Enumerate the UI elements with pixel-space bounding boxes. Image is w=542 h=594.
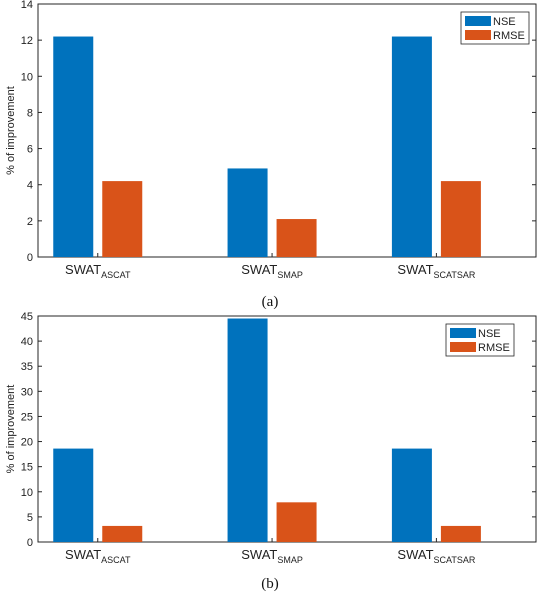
legend-label-rmse: RMSE [478,342,510,354]
legend-label-nse: NSE [493,16,516,28]
y-axis-label: % of improvement [5,86,17,175]
y-tick-label: 6 [27,144,33,156]
y-tick-label: 2 [27,216,33,228]
bar-nse-smap [227,168,268,257]
bar-nse-ascat [53,448,94,542]
bar-nse-scatsar [391,448,432,542]
bar-nse-scatsar [391,36,432,258]
legend-swatch-nse [465,16,491,26]
y-tick-label: 30 [21,386,33,398]
legend: NSE RMSE [460,11,530,45]
y-tick-label: 10 [21,487,33,499]
y-tick-label: 10 [21,71,33,83]
y-tick-label: 8 [27,107,33,119]
x-tick-label: SWATSCATSAR [397,547,475,565]
x-tick-label: SWATASCAT [65,262,131,280]
bar-rmse-ascat [102,525,143,542]
legend: NSE RMSE [445,323,515,357]
y-tick-label: 0 [27,252,33,264]
y-tick-label: 45 [21,311,33,323]
chart-b: 0 5 10 15 20 25 30 35 40 45 % of improvement SWATAS… [5,311,537,592]
y-tick-label: 12 [21,35,33,47]
bar-rmse-scatsar [440,525,481,542]
bar-rmse-scatsar [440,181,481,257]
legend-swatch-rmse [450,342,476,352]
bar-nse-ascat [53,36,94,258]
y-axis-label: % of improvement [5,385,17,474]
x-tick-label: SWATASCAT [65,547,131,565]
x-tick-label: SWATSMAP [241,262,303,280]
figure-caption: (b) [261,576,279,592]
y-tick-label: 4 [27,180,33,192]
x-tick-label: SWATSCATSAR [397,262,475,280]
y-tick-label: 20 [21,437,33,449]
bar-nse-smap [227,318,268,542]
x-tick-label: SWATSMAP [241,547,303,565]
chart-a: 0 2 4 6 8 10 12 14 % of improvement SWATASCAT SWAT… [5,0,537,310]
y-tick-label: 14 [21,0,33,11]
figure-caption: (a) [262,294,279,310]
y-tick-label: 15 [21,462,33,474]
legend-swatch-rmse [465,30,491,40]
legend-label-rmse: RMSE [493,30,525,42]
bar-rmse-smap [276,502,317,542]
bar-rmse-ascat [102,181,143,257]
y-tick-label: 35 [21,361,33,373]
legend-swatch-nse [450,328,476,338]
y-tick-label: 0 [27,537,33,549]
y-tick-label: 5 [27,512,33,524]
y-tick-label: 25 [21,411,33,423]
legend-label-nse: NSE [478,328,501,340]
y-tick-label: 40 [21,336,33,348]
bar-rmse-smap [276,219,317,257]
